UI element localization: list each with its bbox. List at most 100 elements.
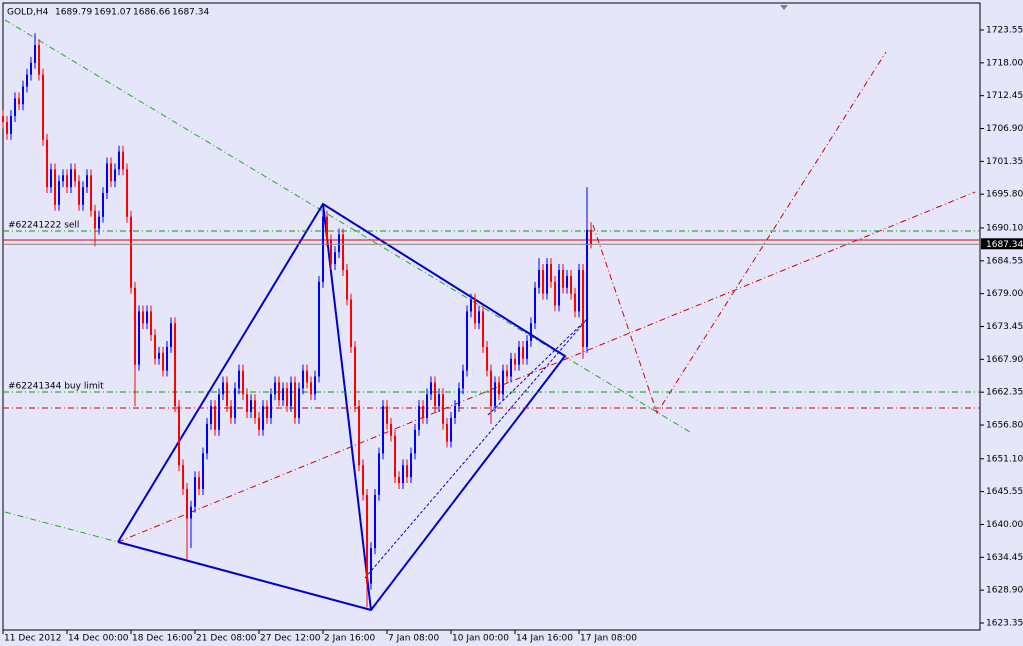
x-tick-label: 7 Jan 08:00 — [388, 634, 440, 644]
candle-body — [446, 423, 448, 442]
candle-body — [498, 382, 500, 395]
candle-body — [66, 175, 68, 188]
candle-body — [206, 423, 208, 454]
candle-body — [122, 151, 124, 170]
candle-body — [590, 229, 592, 245]
y-tick-label: 1684.55 — [986, 256, 1023, 266]
candle-body — [306, 370, 308, 383]
y-tick-label: 1623.35 — [986, 619, 1023, 629]
candle-body — [554, 281, 556, 306]
y-tick-label: 1718.00 — [986, 58, 1023, 68]
candle-body — [522, 346, 524, 359]
x-tick-label: 11 Dec 2012 — [4, 634, 62, 644]
candle-body — [194, 477, 196, 507]
candle-body — [386, 406, 388, 424]
header-open: 1689.79 — [55, 8, 92, 18]
candle-body — [310, 382, 312, 395]
x-tick-label: 27 Dec 12:00 — [260, 634, 321, 644]
candle-body — [406, 465, 408, 478]
candle-body — [342, 234, 344, 270]
y-tick-label: 1634.45 — [986, 553, 1023, 563]
candle-body — [230, 406, 232, 418]
candle-body — [2, 116, 4, 123]
candle-body — [530, 323, 532, 341]
candle-body — [6, 122, 8, 134]
candle-body — [334, 252, 336, 265]
candle-body — [426, 394, 428, 418]
candle-body — [86, 175, 88, 188]
candle-body — [202, 453, 204, 489]
y-tick-label: 1640.00 — [986, 520, 1023, 530]
candle-body — [390, 423, 392, 436]
level-label: #62241222 sell — [8, 220, 79, 230]
candle-body — [238, 370, 240, 389]
candle-body — [578, 269, 580, 312]
candles: #62241222 sell #62241344 buy limit — [2, 33, 980, 608]
candle-body — [494, 382, 496, 407]
candle-body — [118, 151, 120, 170]
candle-body — [90, 175, 92, 211]
candle-body — [10, 116, 12, 134]
candle-body — [266, 406, 268, 418]
candle-body — [246, 394, 248, 413]
y-tick-label: 1651.10 — [986, 454, 1023, 464]
candle-body — [250, 400, 252, 413]
candle-body — [126, 169, 128, 217]
candle-body — [74, 169, 76, 182]
candle-body — [434, 382, 436, 407]
candle-body — [490, 370, 492, 407]
candle-body — [106, 163, 108, 194]
candle-body — [70, 169, 72, 188]
axes: 1687.34 1723.55 1718.00 1712.45 1706.90 1701.… — [2, 25, 1023, 644]
candle-body — [350, 299, 352, 347]
candle-body — [370, 548, 372, 584]
y-tick-label: 1723.55 — [986, 25, 1023, 35]
candle-body — [514, 358, 516, 365]
candle-body — [198, 477, 200, 489]
candle-body — [466, 311, 468, 371]
candle-body — [486, 346, 488, 371]
candle-body — [258, 417, 260, 430]
candle-body — [394, 435, 396, 478]
symbol: GOLD,H4 — [7, 8, 49, 18]
x-tick-label: 17 Jan 08:00 — [580, 634, 637, 644]
candle-body — [78, 181, 80, 205]
candle-body — [570, 275, 572, 294]
candle-body — [226, 382, 228, 407]
harmonic-pattern — [117, 202, 567, 612]
y-tick-label: 1690.10 — [986, 223, 1023, 233]
header-close: 1687.34 — [172, 8, 209, 18]
candle-body — [546, 264, 548, 294]
drawing-objects — [4, 19, 976, 612]
candle-body — [302, 370, 304, 389]
candle-body — [38, 45, 40, 75]
candle-body — [46, 139, 48, 188]
candle-body — [582, 269, 584, 347]
candle-body — [414, 429, 416, 454]
candle-body — [470, 299, 472, 312]
candle-body — [58, 181, 60, 205]
candle-body — [358, 406, 360, 466]
candle-body — [82, 187, 84, 205]
candle-body — [322, 216, 324, 282]
candle-body — [410, 453, 412, 478]
candle-body — [478, 311, 480, 324]
header-low: 1686.66 — [133, 8, 170, 18]
candle-body — [94, 210, 96, 229]
y-tick-label: 1712.45 — [986, 91, 1023, 101]
candle-body — [330, 240, 332, 265]
candle-body — [190, 506, 192, 519]
candle-body — [362, 465, 364, 495]
candle-body — [162, 352, 164, 371]
candle-body — [62, 175, 64, 182]
trend-line — [117, 191, 976, 543]
candle-body — [338, 234, 340, 253]
candle-body — [326, 216, 328, 241]
candle-body — [34, 45, 36, 63]
candle-body — [26, 74, 28, 87]
candle-body — [98, 216, 100, 229]
candle-body — [182, 465, 184, 489]
x-tick-label: 2 Jan 16:00 — [324, 634, 376, 644]
candle-body — [574, 293, 576, 312]
